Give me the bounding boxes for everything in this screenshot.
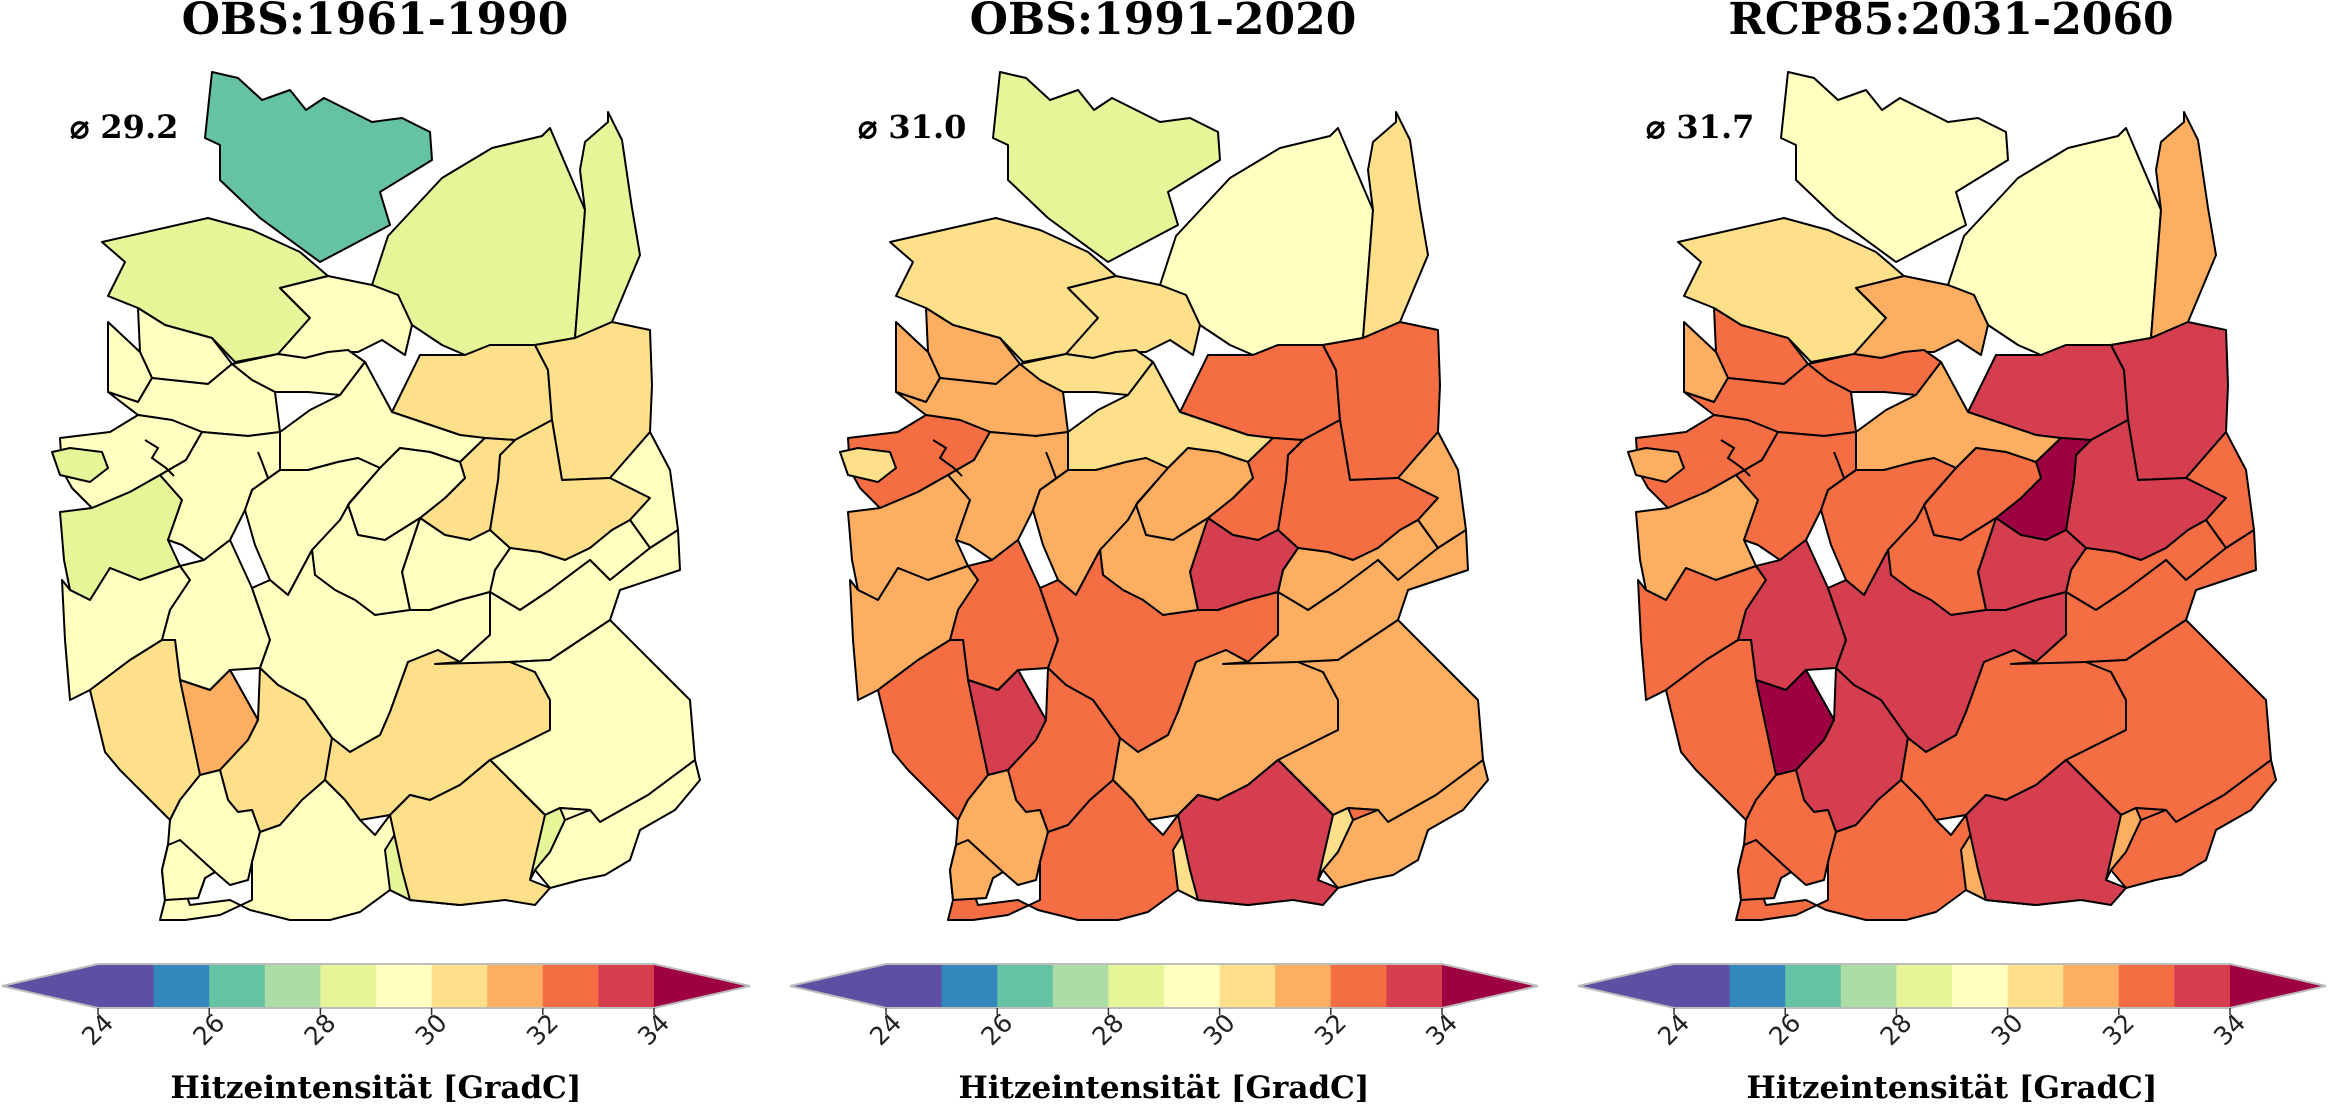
panel-title: OBS:1991-2020 [970,0,1357,45]
map-panel-2: OBS:1991-2020 ⌀ 31.0 24 26 28 30 32 34 Hitzei… [789,0,1539,1106]
colorbar-segment [2063,964,2120,1008]
colorbar-segment [1896,964,1953,1008]
panel-title: RCP85:2031-2060 [1728,0,2173,45]
colorbar-tick-label: 24 [864,1008,907,1051]
colorbar-tick-label: 26 [1763,1008,1806,1051]
region-37 [161,839,216,901]
colorbar-tick-label: 30 [1986,1008,2029,1051]
map-border-detail [257,451,269,479]
colorbar-label: Hitzeintensität [GradC] [171,1070,582,1106]
region-4 [2150,111,2217,339]
region-38 [534,759,701,889]
colorbar-segment [1840,964,1897,1008]
colorbar-tick-label: 30 [1198,1008,1241,1051]
region-39 [389,759,551,906]
colorbar-tick-label: 32 [521,1008,564,1051]
colorbar-segment [886,964,943,1008]
colorbar-label: Hitzeintensität [GradC] [959,1070,1370,1106]
colorbar-segment [1052,964,1109,1008]
colorbar-segment [542,964,599,1008]
panel-title: OBS:1961-1990 [182,0,569,45]
map-border-detail [1720,439,1751,477]
region-39 [1965,759,2127,906]
colorbar-segment [1729,964,1786,1008]
colorbar-segment [1386,964,1443,1008]
colorbar-segment [1952,964,2009,1008]
colorbar-segment [98,964,155,1008]
colorbar-segment [2007,964,2064,1008]
colorbar: 24 26 28 30 32 34 [1,963,751,1051]
region-1 [992,71,1221,263]
region-1 [204,71,433,263]
colorbar: 24 26 28 30 32 34 [789,963,1539,1051]
colorbar-tick-label: 34 [632,1008,675,1051]
colorbar-tick-label: 24 [1652,1008,1695,1051]
colorbar-tick-label: 26 [187,1008,230,1051]
colorbar-segment [264,964,321,1008]
region-1 [1780,71,2009,263]
colorbar-segment [1275,964,1332,1008]
colorbar-tick-label: 34 [1420,1008,1463,1051]
colorbar-segment [209,964,266,1008]
colorbar-tick-label: 32 [2097,1008,2140,1051]
colorbar-under-extension [790,964,886,1008]
colorbar-segment [1785,964,1842,1008]
colorbar-segment [1219,964,1276,1008]
colorbar-tick-label: 26 [975,1008,1018,1051]
colorbar-segment [941,964,998,1008]
germany-map [839,71,1489,921]
colorbar-segment [431,964,488,1008]
colorbar: 24 26 28 30 32 34 [1577,963,2327,1051]
colorbar-over-extension [2230,964,2326,1008]
map-border-detail [932,439,963,477]
region-38 [1322,759,1489,889]
region-39 [1177,759,1339,906]
mean-value-label: ⌀ 31.7 [1646,108,1754,146]
region-18 [1627,447,1685,483]
map-border-detail [1833,451,1845,479]
region-37 [949,839,1004,901]
colorbar-segment [320,964,377,1008]
germany-map [1627,71,2277,921]
colorbar-under-extension [1578,964,1674,1008]
map-panel-3: RCP85:2031-2060 ⌀ 31.7 24 26 28 30 32 34 Hitz… [1577,0,2327,1106]
germany-map [51,71,701,921]
colorbar-segment [153,964,210,1008]
colorbar-segment [2118,964,2175,1008]
colorbar-segment [1674,964,1731,1008]
map-panel-1: OBS:1961-1990 ⌀ 29.2 24 26 28 30 32 34 Hitzei… [1,0,751,1106]
region-4 [1362,111,1429,339]
map-border-detail [144,439,175,477]
colorbar-over-extension [654,964,750,1008]
colorbar-segment [1164,964,1221,1008]
colorbar-under-extension [2,964,98,1008]
colorbar-segment [2174,964,2231,1008]
colorbar-tick-label: 28 [299,1008,342,1051]
colorbar-segment [376,964,433,1008]
region-4 [574,111,641,339]
colorbar-label: Hitzeintensität [GradC] [1747,1070,2158,1106]
colorbar-segment [1330,964,1387,1008]
colorbar-tick-label: 30 [410,1008,453,1051]
map-border-detail [1045,451,1057,479]
region-18 [51,447,109,483]
colorbar-segment [487,964,544,1008]
mean-value-label: ⌀ 31.0 [858,108,966,146]
colorbar-tick-label: 24 [76,1008,119,1051]
region-38 [2110,759,2277,889]
colorbar-segment [1108,964,1165,1008]
colorbar-over-extension [1442,964,1538,1008]
region-37 [1737,839,1792,901]
colorbar-tick-label: 28 [1087,1008,1130,1051]
region-18 [839,447,897,483]
colorbar-tick-label: 34 [2208,1008,2251,1051]
colorbar-segment [997,964,1054,1008]
mean-value-label: ⌀ 29.2 [70,108,178,146]
colorbar-tick-label: 32 [1309,1008,1352,1051]
colorbar-segment [598,964,655,1008]
colorbar-tick-label: 28 [1875,1008,1918,1051]
